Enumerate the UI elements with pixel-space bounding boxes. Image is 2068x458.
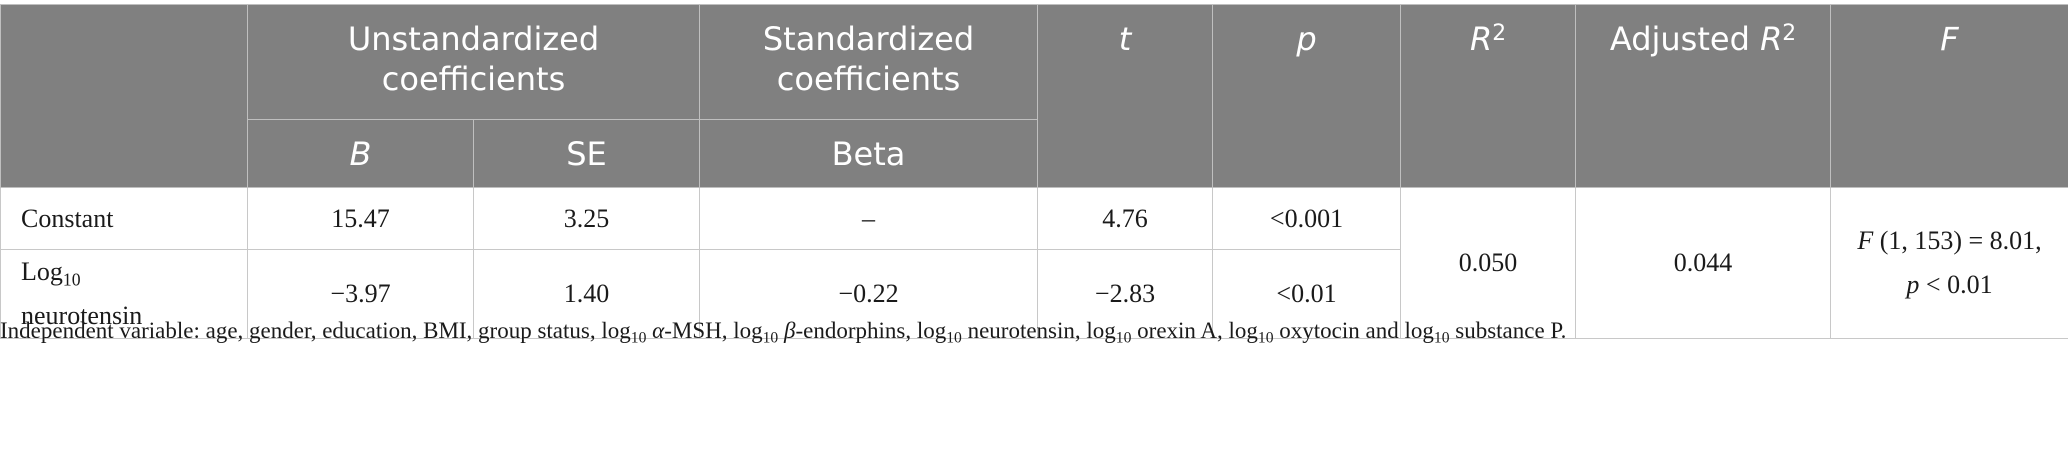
footnote-oxytocin: oxytocin and [1273,318,1405,343]
footnote-log: log [601,318,631,343]
header-empty-cell [0,4,248,188]
f-p: < 0.01 [1919,270,1993,299]
header-unstandardized: Unstandardized coefficients [247,4,700,120]
footnote-log-sub: 10 [1433,329,1450,347]
header-b: B [247,119,474,188]
footnote-log: log [1086,318,1116,343]
cell-r2: 0.050 [1400,187,1576,339]
footnote-log-sub: 10 [1115,329,1132,347]
header-standardized: Standardized coefficients [699,4,1038,120]
f-p-symbol: p [1906,270,1920,299]
header-adj-prefix: Adjusted [1609,20,1761,58]
f-stat: (1, 153) = 8.01, [1873,226,2042,255]
label-log: Log [21,257,63,286]
header-b-label: B [349,134,372,173]
footnote-beta-rest: -endorphins, [795,318,917,343]
header-adj-base: R [1760,20,1783,58]
cell-se: 3.25 [473,187,700,250]
header-beta: Beta [699,119,1038,188]
table-row: Constant 15.47 3.25 – 4.76 <0.001 0.050 … [0,187,2068,339]
table-row: Log10 neurotensin −3.97 1.40 −0.22 −2.83 … [0,249,2068,339]
table-footnote: Independent variable: age, gender, educa… [0,318,1567,347]
label-log-sub: 10 [62,269,81,290]
footnote-log: log [733,318,763,343]
footnote-log-sub: 10 [946,329,962,347]
header-f: F [1830,4,2068,188]
header-r2-base: R [1469,20,1493,58]
row-label-log-neurotensin: Log10 neurotensin [0,249,248,339]
header-p: p [1212,4,1401,188]
footnote-orexin: orexin A, [1131,318,1229,343]
header-t: t [1037,4,1213,188]
header-p-label: p [1296,20,1317,58]
cell-beta: – [699,187,1038,250]
footnote-log-sub: 10 [630,329,647,347]
cell-t: −2.83 [1037,249,1213,339]
cell-beta: −0.22 [699,249,1038,339]
cell-adjusted-r2: 0.044 [1575,187,1831,339]
header-r2-sup: 2 [1492,21,1507,47]
footnote-log-sub: 10 [762,329,779,347]
header-adjusted-r2: Adjusted R2 [1575,4,1831,188]
cell-t: 4.76 [1037,187,1213,250]
footnote-prefix: Independent variable: age, gender, educa… [0,318,602,343]
regression-table: Unstandardized coefficients Standardized… [0,4,2068,339]
footnote-log: log [1404,318,1434,343]
label-neurotensin: neurotensin [21,301,143,330]
footnote-neurotensin: neurotensin, [961,318,1087,343]
cell-b: 15.47 [247,187,474,250]
footnote-alpha-rest: -MSH, [664,318,734,343]
footnote-substance: substance P. [1449,318,1567,343]
footnote-log: log [1228,318,1258,343]
header-f-label: F [1940,20,1959,58]
header-adj-sup: 2 [1782,21,1797,47]
header-se: SE [473,119,700,188]
cell-se: 1.40 [473,249,700,339]
header-r2: R2 [1400,4,1576,188]
cell-p: <0.001 [1212,187,1401,250]
cell-f: F (1, 153) = 8.01, p < 0.01 [1830,187,2068,339]
header-t-label: t [1118,20,1132,58]
cell-p: <0.01 [1212,249,1401,339]
footnote-log: log [916,318,947,343]
row-label-constant: Constant [0,187,248,250]
footnote-alpha: α [652,318,665,343]
footnote-beta: β [783,318,796,343]
footnote-log-sub: 10 [1257,329,1274,347]
f-symbol: F [1857,226,1874,255]
